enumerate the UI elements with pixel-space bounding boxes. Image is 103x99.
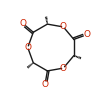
- Text: O: O: [60, 22, 67, 31]
- Text: O: O: [24, 43, 31, 52]
- Text: O: O: [19, 19, 26, 28]
- Text: O: O: [42, 80, 49, 89]
- Text: O: O: [83, 30, 90, 39]
- Text: O: O: [60, 64, 67, 73]
